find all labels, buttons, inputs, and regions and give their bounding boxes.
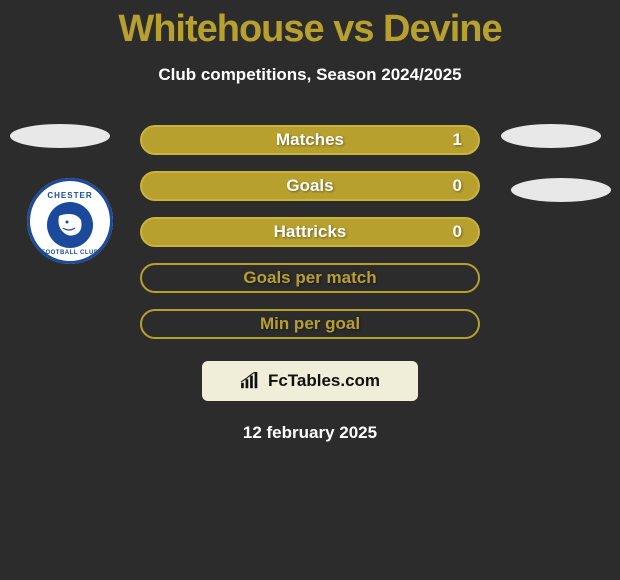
stat-label: Goals per match xyxy=(243,268,376,288)
stat-row: Matches 1 xyxy=(140,125,480,155)
stat-label: Goals xyxy=(286,176,333,196)
page-subtitle: Club competitions, Season 2024/2025 xyxy=(0,65,620,85)
stat-label: Matches xyxy=(276,130,344,150)
brand-text: FcTables.com xyxy=(268,371,380,391)
stat-value: 0 xyxy=(453,176,462,196)
stat-row: Goals 0 xyxy=(140,171,480,201)
bar-chart-icon xyxy=(240,372,262,390)
stat-row: Hattricks 0 xyxy=(140,217,480,247)
stat-row: Goals per match xyxy=(140,263,480,293)
footer-date: 12 february 2025 xyxy=(0,423,620,443)
brand-box: FcTables.com xyxy=(202,361,418,401)
page-title: Whitehouse vs Devine xyxy=(0,0,620,51)
stat-value: 1 xyxy=(453,130,462,150)
ellipse-placeholder-left xyxy=(10,124,110,148)
club-badge-chester: CHESTER FOOTBALL CLUB xyxy=(27,178,113,264)
stat-label: Hattricks xyxy=(274,222,347,242)
club-badge-inner xyxy=(47,202,93,248)
stat-label: Min per goal xyxy=(260,314,360,334)
ellipse-placeholder-right-2 xyxy=(511,178,611,202)
wolf-icon xyxy=(53,208,87,242)
stat-row: Min per goal xyxy=(140,309,480,339)
club-badge-bottom-text: FOOTBALL CLUB xyxy=(41,250,98,256)
club-badge-top-text: CHESTER xyxy=(47,191,92,200)
stat-value: 0 xyxy=(453,222,462,242)
ellipse-placeholder-right-1 xyxy=(501,124,601,148)
